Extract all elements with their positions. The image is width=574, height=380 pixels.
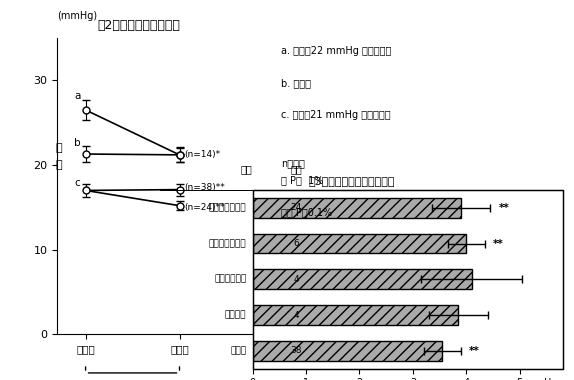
Bar bbox=[253, 305, 458, 325]
Text: 続発性緑内障: 続発性緑内障 bbox=[214, 275, 246, 284]
Text: 高眼圧症: 高眼圧症 bbox=[225, 310, 246, 320]
Text: b. 全症例: b. 全症例 bbox=[281, 78, 311, 88]
Text: 4: 4 bbox=[293, 275, 298, 284]
Text: (n=24)**: (n=24)** bbox=[184, 203, 224, 212]
Text: 症例: 症例 bbox=[241, 164, 253, 174]
Text: 眼: 眼 bbox=[56, 143, 63, 153]
Bar bbox=[253, 341, 443, 361]
Text: n：眼数: n：眼数 bbox=[281, 158, 305, 168]
Text: 24: 24 bbox=[290, 203, 301, 212]
Bar bbox=[253, 234, 466, 253]
Text: ＊＊ P＜0.1%: ＊＊ P＜0.1% bbox=[281, 207, 332, 217]
Text: ＊ P＜  1%: ＊ P＜ 1% bbox=[281, 175, 324, 185]
Text: **: ** bbox=[493, 239, 504, 249]
Text: mmHg: mmHg bbox=[525, 378, 557, 380]
Text: 4: 4 bbox=[293, 310, 298, 320]
Text: a. 眼圧が22 mmHg 以上の症例: a. 眼圧が22 mmHg 以上の症例 bbox=[281, 46, 391, 55]
Text: 図2　眼圧の平均下降値: 図2 眼圧の平均下降値 bbox=[98, 19, 180, 32]
Text: c: c bbox=[74, 178, 80, 188]
Text: a: a bbox=[74, 91, 81, 101]
Text: 圧: 圧 bbox=[56, 160, 63, 170]
Text: b: b bbox=[74, 138, 81, 147]
Text: 図3　疾患別の眼圧の下降値: 図3 疾患別の眼圧の下降値 bbox=[308, 176, 395, 187]
Text: 38: 38 bbox=[290, 346, 302, 355]
Text: (n=38)**: (n=38)** bbox=[184, 182, 225, 192]
Text: c. 眼圧が21 mmHg 以下の症例: c. 眼圧が21 mmHg 以下の症例 bbox=[281, 110, 391, 120]
Text: 閉塞隅角緑内障: 閉塞隅角緑内障 bbox=[209, 203, 246, 212]
Text: **: ** bbox=[469, 346, 480, 356]
Text: 6: 6 bbox=[293, 239, 299, 248]
Text: (n=14)*: (n=14)* bbox=[184, 150, 220, 159]
Text: **: ** bbox=[498, 203, 509, 213]
Text: 全症例: 全症例 bbox=[230, 346, 246, 355]
Text: (mmHg): (mmHg) bbox=[57, 11, 98, 21]
Bar bbox=[253, 269, 472, 289]
Bar bbox=[253, 198, 461, 218]
Text: 眼数: 眼数 bbox=[290, 164, 302, 174]
Text: 開放隅角緑内障: 開放隅角緑内障 bbox=[209, 239, 246, 248]
